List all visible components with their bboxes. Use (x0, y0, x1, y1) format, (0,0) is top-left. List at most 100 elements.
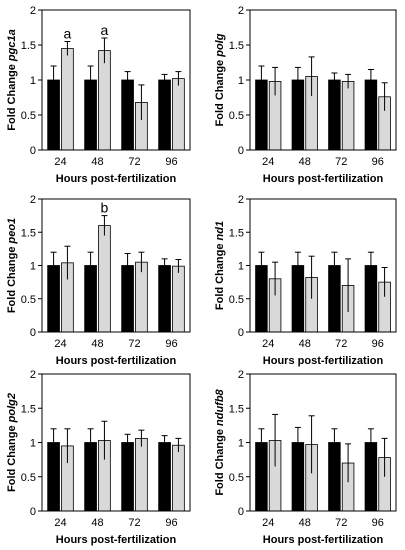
y-tick-label: 1 (238, 261, 244, 273)
x-tick-label: 48 (91, 517, 103, 529)
x-tick-label: 48 (91, 338, 103, 350)
y-axis-label: Fold Change polg2 (6, 393, 18, 492)
y-tick-label: 0 (30, 145, 36, 157)
y-tick-label: 2 (238, 369, 244, 381)
y-axis-label: Fold Change polg (214, 33, 226, 126)
x-tick-label: 24 (262, 517, 274, 529)
chart-panel-polg: 0 0.5 1 1.5 2 24 48 72 96 Hours post-fertilizatio… (214, 5, 397, 185)
y-tick-label: 0.5 (229, 472, 244, 484)
y-axis-label-gene: polg2 (6, 393, 18, 423)
bar-treated (135, 437, 148, 512)
x-axis-label: Hours post-fertilization (263, 173, 384, 185)
x-axis-label: Hours post-fertilization (263, 534, 384, 546)
y-tick-label: 0.5 (21, 472, 36, 484)
bar-treated (172, 265, 185, 333)
y-axis-label-prefix: Fold Change (6, 425, 18, 492)
x-tick-label: 24 (262, 338, 274, 350)
x-tick-label: 96 (165, 338, 177, 350)
x-tick-label: 72 (335, 156, 347, 168)
x-tick-label: 96 (165, 156, 177, 168)
y-tick-label: 2 (30, 5, 36, 17)
chart-panel-polg2: 0 0.5 1 1.5 2 24 48 72 96 Hours post-fertilizatio… (6, 369, 191, 546)
x-tick-label: 24 (262, 156, 274, 168)
x-tick-label: 48 (299, 156, 311, 168)
y-tick-label: 1.5 (21, 227, 36, 239)
x-tick-label: 24 (54, 156, 66, 168)
plot-frame (41, 198, 191, 333)
bar-control (121, 79, 134, 151)
y-axis-label-prefix: Fold Change (6, 247, 18, 314)
y-axis-label: Fold Change ndufb8 (214, 388, 226, 495)
y-axis-label-gene: polg (214, 33, 226, 57)
y-tick-label: 1 (30, 75, 36, 87)
bar-control (158, 265, 171, 333)
bar-treated (172, 78, 185, 151)
y-axis-label-prefix: Fold Change (6, 64, 18, 131)
x-axis-label: Hours post-fertilization (56, 173, 177, 185)
y-tick-label: 1 (30, 438, 36, 450)
y-tick-label: 1 (238, 438, 244, 450)
bar-treated (341, 81, 355, 151)
y-tick-label: 1 (30, 261, 36, 273)
y-tick-label: 2 (30, 369, 36, 381)
y-tick-label: 2 (238, 5, 244, 17)
bar-control (158, 79, 171, 151)
y-tick-label: 2 (238, 194, 244, 206)
y-tick-label: 0 (238, 145, 244, 157)
y-axis-label: Fold Change nd1 (214, 221, 226, 310)
y-tick-label: 1.5 (229, 403, 244, 415)
plot-frame (41, 9, 191, 151)
y-tick-label: 1.5 (21, 40, 36, 52)
x-axis-label: Hours post-fertilization (56, 534, 177, 546)
y-tick-label: 0 (238, 506, 244, 518)
x-tick-label: 24 (54, 338, 66, 350)
y-axis-label-gene: ndufb8 (214, 388, 226, 426)
y-tick-label: 0.5 (229, 110, 244, 122)
x-tick-label: 72 (128, 338, 140, 350)
x-tick-label: 48 (299, 338, 311, 350)
significance-label: a (101, 22, 109, 38)
x-tick-label: 96 (372, 156, 384, 168)
bar-treated (61, 48, 74, 151)
y-tick-label: 0 (30, 506, 36, 518)
y-axis-label-gene: nd1 (214, 221, 226, 241)
y-tick-label: 0 (238, 327, 244, 339)
chart-panel-pgc1a: 0 0.5 1 1.5 2 24 48 72 96 a a Hours post-fertilizat… (6, 5, 191, 185)
plot-frame (41, 373, 191, 512)
plot-frame (249, 373, 397, 512)
x-tick-label: 72 (335, 517, 347, 529)
x-tick-label: 96 (165, 517, 177, 529)
significance-label: a (64, 26, 72, 42)
bar-treated (172, 444, 185, 512)
x-tick-label: 72 (128, 156, 140, 168)
y-tick-label: 1.5 (229, 227, 244, 239)
x-tick-label: 24 (54, 517, 66, 529)
bar-treated (135, 261, 148, 333)
bar-control (121, 442, 134, 512)
y-axis-label-prefix: Fold Change (214, 244, 226, 311)
x-axis-label: Hours post-fertilization (263, 355, 384, 367)
chart-panel-nd1: 0 0.5 1 1.5 2 24 48 72 96 Hours post-fertilizatio… (214, 194, 397, 367)
x-tick-label: 48 (299, 517, 311, 529)
bar-treated (98, 50, 111, 151)
y-tick-label: 0 (30, 327, 36, 339)
x-tick-label: 72 (335, 338, 347, 350)
chart-panel-peo1: 0 0.5 1 1.5 2 24 48 72 96 b Hours post-fertilizati… (6, 194, 191, 367)
x-tick-label: 96 (372, 517, 384, 529)
significance-label: b (101, 200, 109, 216)
x-tick-label: 96 (372, 338, 384, 350)
bar-control (328, 79, 341, 151)
y-axis-label: Fold Change pgc1a (6, 29, 18, 130)
x-axis-label: Hours post-fertilization (56, 355, 177, 367)
y-tick-label: 1 (238, 75, 244, 87)
y-axis-label-gene: pgc1a (6, 29, 18, 62)
y-tick-label: 1.5 (229, 40, 244, 52)
y-axis-label-gene: peo1 (6, 218, 18, 245)
plot-frame (249, 9, 397, 151)
y-tick-label: 0.5 (21, 294, 36, 306)
plot-frame (249, 198, 397, 333)
y-axis-label-prefix: Fold Change (214, 429, 226, 496)
bar-control (158, 442, 171, 512)
y-tick-label: 0.5 (229, 294, 244, 306)
